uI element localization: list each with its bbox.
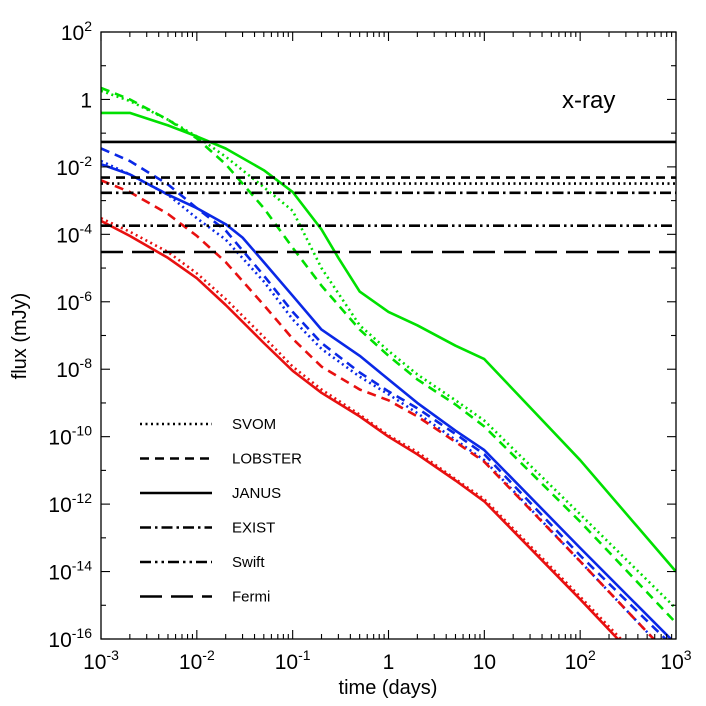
y-tick-label: 1 [80, 89, 92, 112]
y-tick-label: 10-10 [48, 423, 92, 450]
y-tick-label: 10-16 [48, 625, 92, 652]
curve-4 [101, 147, 668, 639]
plot-frame [100, 31, 677, 640]
curve-5 [101, 159, 656, 639]
curve-2 [101, 86, 676, 624]
legend-label-lobster: LOBSTER [232, 451, 302, 468]
legend-label-exist: EXIST [232, 520, 275, 537]
x-tick-label: 10 [473, 651, 496, 674]
y-tick-label: 10-12 [48, 490, 92, 517]
curve-1 [101, 89, 676, 610]
x-tick-label: 10-3 [83, 647, 119, 674]
x-axis-title: time (days) [339, 677, 438, 699]
legend-label-swift: Swift [232, 554, 265, 571]
y-tick-label: 10-4 [56, 220, 92, 247]
x-tick-labels: 10-3 10-2 10-1 1 10 102 103 [83, 647, 692, 674]
curve-8 [101, 179, 656, 639]
x-tick-label: 102 [565, 647, 596, 674]
curve-6 [101, 219, 620, 639]
curves-layer [101, 86, 676, 639]
legend: SVOM LOBSTER JANUS EXIST Swift Fermi [140, 416, 302, 606]
legend-label-janus: JANUS [232, 485, 281, 502]
x-tick-label: 103 [660, 647, 691, 674]
axis-ticks [100, 31, 677, 640]
xray-annotation: x-ray [562, 87, 615, 114]
legend-label-svom: SVOM [232, 416, 276, 433]
y-tick-label: 10-2 [56, 153, 92, 180]
y-tick-label: 102 [61, 18, 92, 45]
x-tick-label: 1 [383, 651, 395, 674]
curve-0 [101, 111, 676, 573]
x-tick-label: 10-2 [179, 647, 215, 674]
y-tick-label: 10-8 [56, 355, 92, 382]
legend-label-fermi: Fermi [232, 589, 270, 606]
y-tick-labels: 10-16 10-14 10-12 10-10 10-8 10-6 10-4 10-2 1 102 [48, 18, 92, 652]
x-tick-label: 10-1 [275, 647, 311, 674]
y-tick-label: 10-14 [48, 558, 92, 585]
y-tick-label: 10-6 [56, 288, 92, 315]
threshold-lines-layer [101, 140, 676, 254]
curve-7 [101, 217, 623, 639]
curve-3 [101, 162, 673, 639]
y-axis-title: flux (mJy) [9, 293, 31, 380]
